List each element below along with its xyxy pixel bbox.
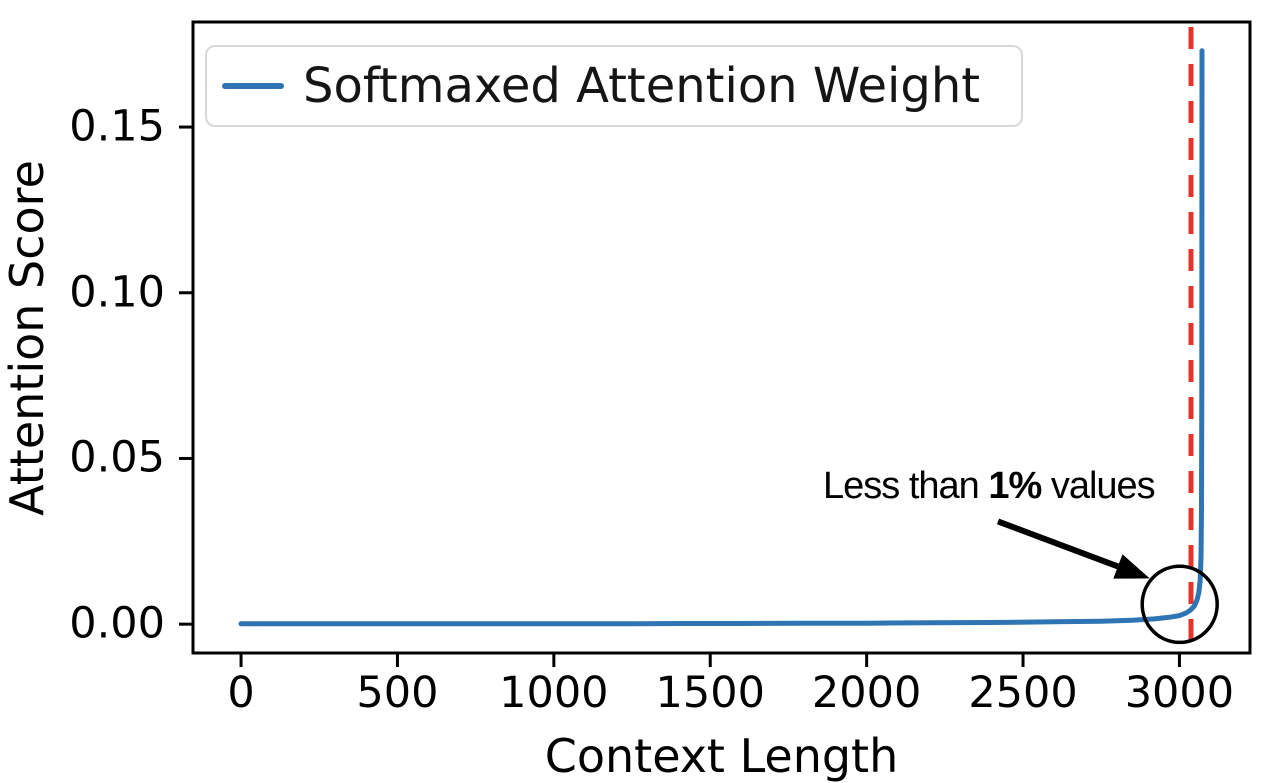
attention-weight-line [238,48,1205,627]
x-tick-label: 3000 [1124,668,1235,718]
annotation-text-bold: 1% [988,465,1042,507]
x-tick-label: 500 [356,668,439,718]
y-tick-label: 0.05 [69,432,165,483]
annotation-text-prefix: Less than [823,465,989,507]
y-tick-label: 0.00 [69,598,165,649]
annotation-text-suffix: values [1041,465,1156,507]
annotation-arrow-head [1113,554,1150,579]
x-tick-label: 1000 [499,668,609,718]
x-tick-label: 2500 [968,668,1078,718]
x-tick-label: 2000 [811,668,922,718]
y-tick-label: 0.10 [69,267,165,318]
highlight-circle [1140,564,1219,645]
x-tick-label: 1500 [655,668,765,718]
y-axis-label: Attention Score [0,160,54,516]
x-axis-label: Context Length [544,729,899,783]
legend: Softmaxed Attention Weight [205,45,1023,127]
annotation-arrow-shaft [996,518,1119,570]
legend-line-sample [222,83,284,89]
plot-border [191,20,1252,655]
annotation-less-than-1pct: Less than 1% values [823,465,1156,507]
y-tick-label: 0.15 [69,101,165,152]
legend-label: Softmaxed Attention Weight [303,58,981,114]
x-tick-label: 0 [227,668,255,718]
